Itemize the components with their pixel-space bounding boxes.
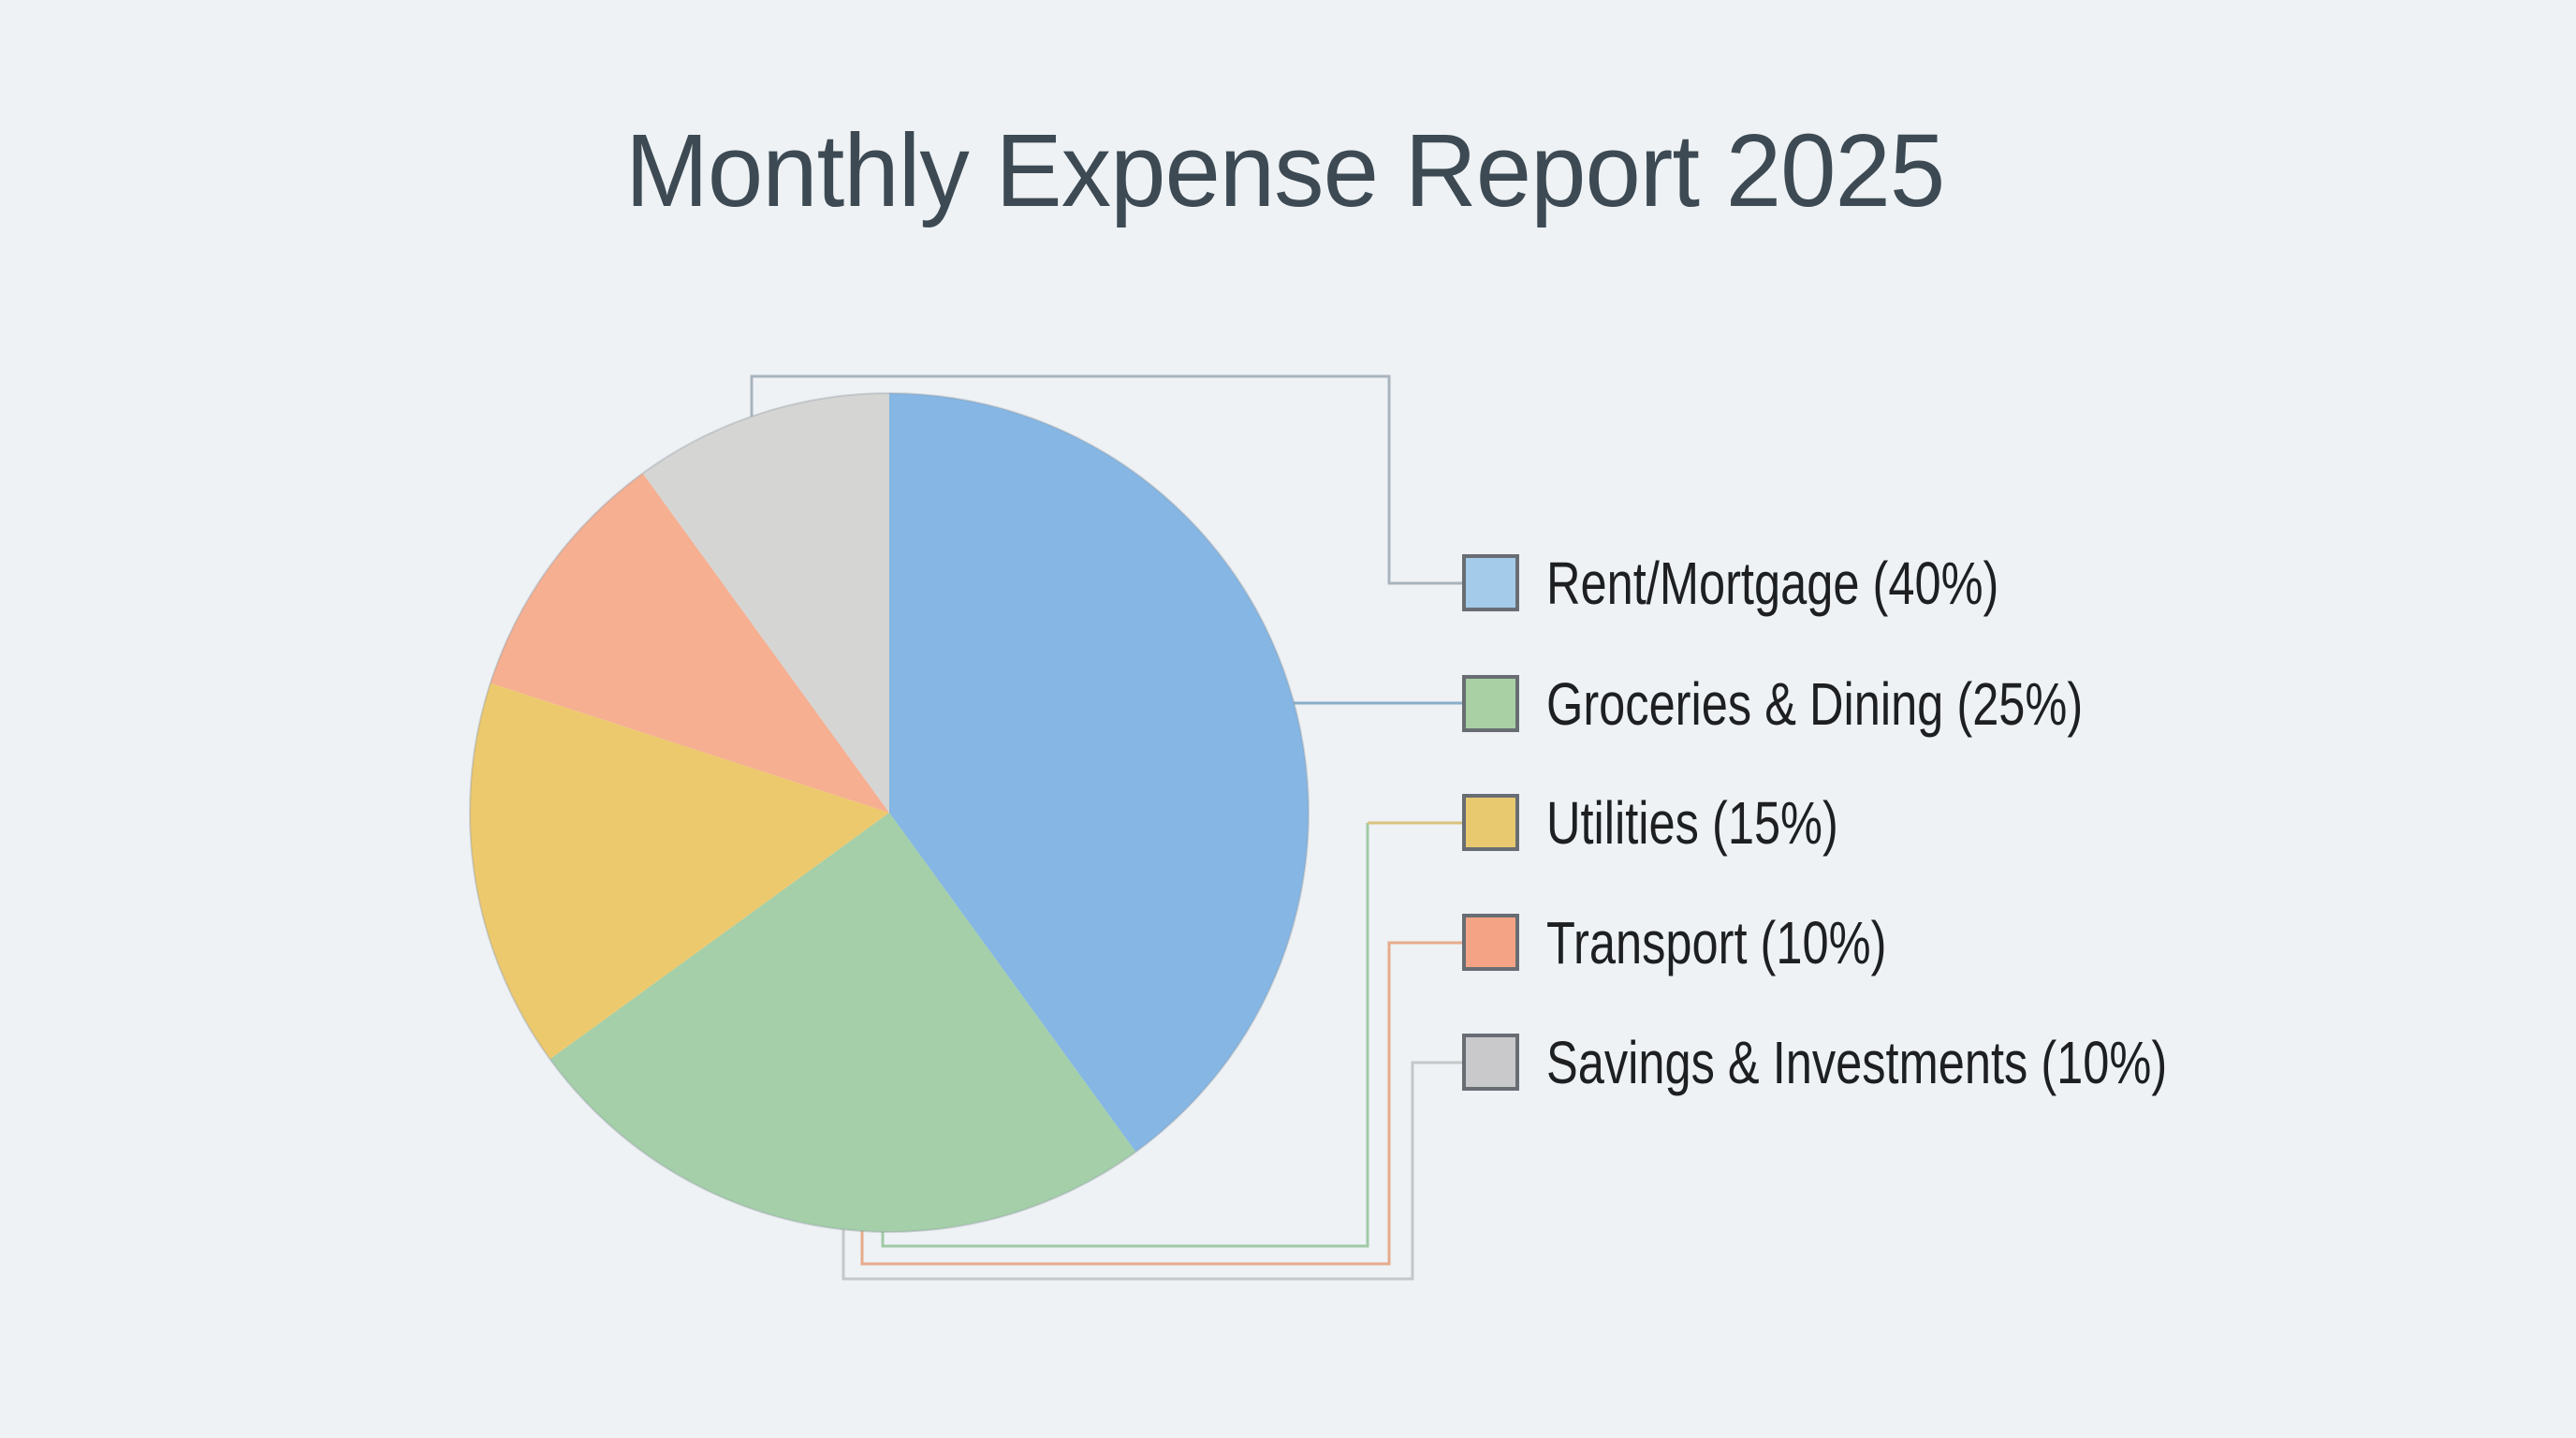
pie-slice-rent-mortgage — [889, 393, 1309, 1152]
pie-slices — [470, 393, 1309, 1232]
leader-line-transport — [860, 941, 1463, 1266]
leader-line-savings-investments — [842, 1061, 1463, 1281]
pie-slice-transport — [490, 473, 889, 813]
legend-label-utilities: Utilities (15%) — [1546, 789, 1838, 857]
legend-label-groceries-dining: Groceries & Dining (25%) — [1546, 670, 2084, 738]
legend-label-rent-mortgage: Rent/Mortgage (40%) — [1546, 550, 1999, 617]
leader-line-rent-mortgage — [750, 374, 1463, 585]
pie-slice-utilities — [470, 682, 889, 1060]
legend-swatch-savings-investments — [1462, 1034, 1519, 1091]
legend-swatch-utilities — [1462, 794, 1519, 851]
pie-slice-groceries-dining — [549, 813, 1136, 1232]
legend-label-transport: Transport (10%) — [1546, 909, 1887, 976]
leader-line-utilities-stem — [881, 823, 1369, 1248]
legend-label-savings-investments: Savings & Investments (10%) — [1546, 1029, 2168, 1096]
page-title-text: Monthly Expense Report 2025 — [625, 113, 1945, 228]
page-title: Monthly Expense Report 2025 — [625, 115, 1985, 227]
legend-swatch-transport — [1462, 914, 1519, 971]
pie-rim — [469, 392, 1310, 1233]
legend-swatch-groceries-dining — [1462, 675, 1519, 732]
pie-slice-savings-investments — [642, 393, 889, 813]
legend-swatch-rent-mortgage — [1462, 554, 1519, 611]
